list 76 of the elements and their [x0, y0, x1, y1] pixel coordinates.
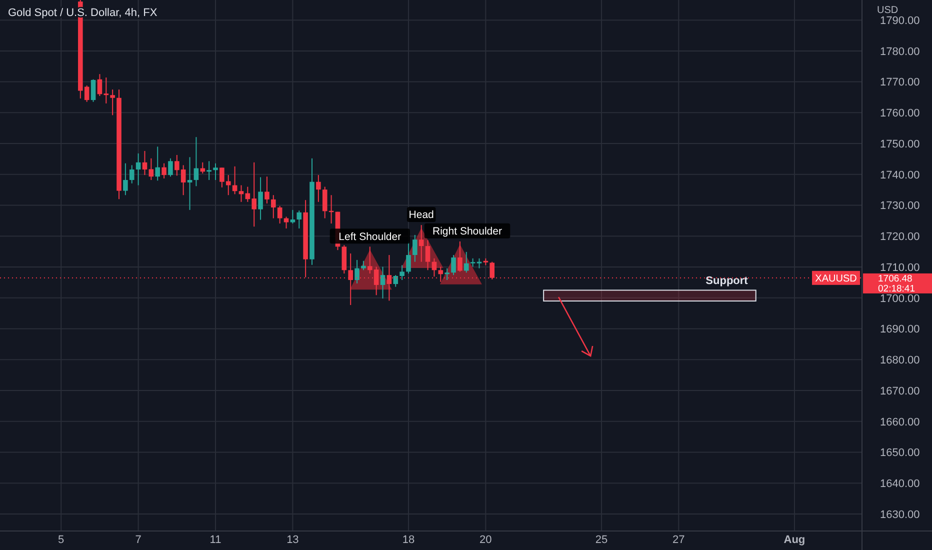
text: 1706.48: [878, 274, 912, 285]
x-tick-label: 25: [595, 534, 608, 546]
candlestick: [136, 152, 141, 186]
candlestick: [110, 89, 115, 116]
candlestick: [432, 258, 437, 278]
y-tick-label: 1780.00: [880, 46, 920, 58]
candlestick: [187, 156, 192, 210]
candlestick: [238, 184, 244, 202]
candlestick: [322, 186, 328, 219]
candlestick: [258, 176, 263, 220]
x-tick-label: 27: [672, 534, 685, 546]
candlestick: [155, 146, 160, 182]
y-tick-label: 1680.00: [880, 354, 920, 367]
y-tick-label: 1650.00: [880, 447, 920, 460]
y-tick-label: 1750.00: [880, 138, 920, 150]
x-tick-label: 18: [402, 534, 415, 546]
y-tick-label: 1770.00: [880, 76, 920, 89]
candlestick: [361, 260, 366, 271]
candlestick: [213, 162, 218, 180]
candlestick: [290, 209, 296, 224]
x-tick-label: 20: [480, 534, 492, 546]
text: 02:18:41: [878, 284, 915, 295]
candlestick: [412, 234, 418, 262]
y-tick-label: 1660.00: [880, 416, 920, 428]
y-tick-label: 1700.00: [880, 292, 920, 305]
band-label: Support: [706, 275, 748, 288]
candlestick: [270, 194, 276, 219]
y-tick-label: 1690.00: [880, 324, 920, 336]
candlestick: [400, 264, 404, 281]
candlestick: [406, 241, 411, 274]
y-tick-label: 1760.00: [880, 108, 920, 120]
candlestick: [200, 162, 206, 174]
candlestick: [264, 176, 270, 204]
y-tick-label: 1710.00: [880, 262, 920, 274]
candlestick: [162, 162, 166, 179]
y-tick-label: 1720.00: [880, 231, 920, 244]
y-axis-title: USD: [877, 5, 898, 16]
x-tick-label: 5: [58, 534, 64, 546]
annotation: Right Shoulder: [432, 226, 502, 238]
candlestick: [148, 158, 154, 180]
candlestick: [418, 224, 424, 262]
candlestick: [277, 205, 282, 224]
candlestick: [316, 174, 321, 202]
candlestick: [476, 258, 482, 269]
candlestick: [444, 268, 450, 281]
candlestick: [142, 150, 148, 176]
candlestick: [464, 251, 469, 274]
candlestick: [129, 164, 134, 184]
x-tick-label: 7: [135, 534, 142, 546]
candlestick: [393, 274, 398, 288]
candlestick: [354, 259, 360, 284]
candlestick: [232, 166, 238, 195]
candlestick: [90, 78, 96, 102]
candlestick: [194, 136, 199, 187]
annotation: Head: [408, 209, 434, 222]
candlestick: [425, 240, 430, 271]
candlestick: [451, 254, 456, 276]
candlestick: [342, 244, 347, 274]
x-tick-label: 11: [210, 534, 222, 546]
candlestick: [284, 216, 289, 229]
y-tick-label: 1740.00: [880, 169, 920, 182]
candlestick: [458, 240, 462, 272]
x-tick-label: Aug: [784, 534, 806, 546]
y-tick-label: 1730.00: [880, 200, 920, 212]
ref-line-label: XAUUSD: [815, 273, 857, 284]
candlestick: [380, 266, 386, 300]
candlestick: [296, 210, 302, 229]
y-tick-label: 1670.00: [880, 385, 920, 398]
candlestick: [168, 158, 173, 178]
y-tick-label: 1630.00: [880, 508, 920, 521]
y-tick-label: 1790.00: [880, 14, 920, 27]
x-tick-label: 13: [286, 534, 299, 546]
candlestick: [123, 162, 128, 196]
y-tick-label: 1640.00: [880, 478, 920, 490]
annotation: Left Shoulder: [338, 230, 402, 243]
candlestick: [206, 160, 212, 180]
